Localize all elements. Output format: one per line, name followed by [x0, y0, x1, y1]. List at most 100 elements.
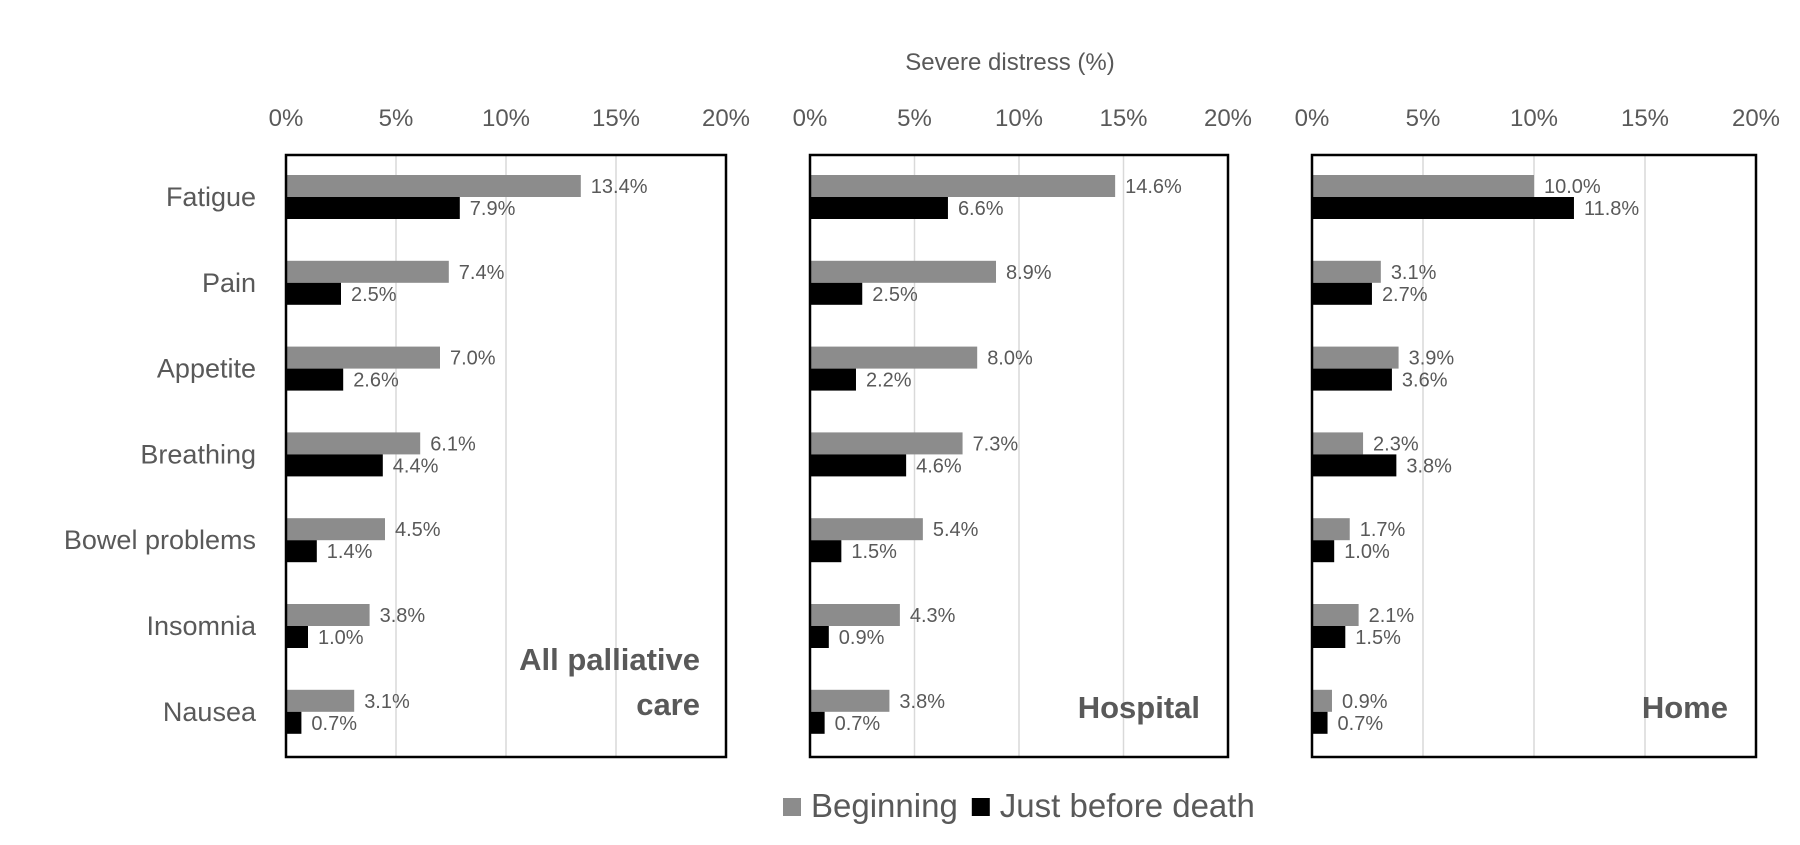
plot-frame: [808, 153, 1230, 759]
category-label: Nausea: [163, 697, 257, 727]
bar-beginning: [1312, 689, 1332, 712]
data-label: 7.0%: [450, 348, 496, 370]
data-label: 2.1%: [1369, 605, 1415, 627]
legend-label: Just before death: [1000, 787, 1255, 824]
data-label: 8.0%: [987, 348, 1033, 370]
bar-just-before-death: [810, 197, 948, 219]
plot-frame: [1310, 153, 1758, 759]
panel-1: 0% 5% 10% 15% 20% Fatigue 13.4% 7.9% Pain 7.4% 2.5…: [64, 105, 750, 759]
data-label: 0.7%: [311, 713, 357, 735]
data-label: 1.7%: [1360, 519, 1406, 541]
data-label: 4.4%: [393, 455, 439, 477]
data-label: 6.1%: [430, 433, 476, 455]
bar-beginning: [810, 604, 900, 626]
x-tick-label: 15%: [592, 105, 640, 132]
bar-just-before-death: [1312, 282, 1372, 305]
x-tick-label: 20%: [1204, 105, 1252, 132]
data-label: 1.4%: [327, 541, 373, 563]
data-label: 7.3%: [973, 433, 1019, 455]
bar-beginning: [286, 260, 449, 283]
data-label: 0.9%: [839, 627, 885, 649]
data-label: 6.6%: [958, 198, 1004, 220]
bar-just-before-death: [810, 454, 907, 477]
bar-just-before-death: [1312, 711, 1328, 734]
bar-just-before-death: [286, 368, 344, 391]
panel-label: Home: [1642, 690, 1728, 725]
data-label: 0.9%: [1342, 691, 1388, 713]
panel-2: 0% 5% 10% 15% 20% 14.6% 6.6% 8.9% 2.5% 8.0% 2.2% 7.…: [793, 105, 1252, 759]
data-label: 1.0%: [1344, 541, 1390, 563]
data-label: 3.8%: [380, 605, 426, 627]
data-label: 14.6%: [1125, 176, 1182, 198]
legend-label: Beginning: [811, 787, 958, 824]
x-tick-label: 20%: [1732, 105, 1780, 132]
data-label: 0.7%: [835, 713, 881, 735]
data-label: 8.9%: [1006, 262, 1052, 284]
bar-beginning: [810, 518, 923, 541]
data-label: 3.8%: [1406, 455, 1452, 477]
data-label: 2.5%: [872, 284, 918, 306]
data-label: 2.3%: [1373, 433, 1419, 455]
bar-just-before-death: [810, 711, 825, 734]
panel-3: 0% 5% 10% 15% 20% 10.0%11.8% 3.1%2.7% 3.9%3.6% 2…: [1295, 105, 1780, 759]
x-tick-label: 10%: [995, 105, 1043, 132]
x-tick-label: 0%: [1295, 105, 1330, 132]
category-label: Bowel problems: [64, 525, 256, 555]
legend-swatch: [783, 798, 801, 816]
legend: Beginning Just before death: [783, 787, 1255, 824]
bar-beginning: [286, 432, 421, 455]
data-label: 13.4%: [591, 176, 648, 198]
category-label: Breathing: [140, 439, 256, 469]
x-tick-label: 15%: [1621, 105, 1669, 132]
bar-just-before-death: [810, 282, 863, 305]
bar-beginning: [1312, 604, 1359, 626]
bar-beginning: [1312, 175, 1534, 197]
data-label: 3.1%: [364, 691, 410, 713]
bar-beginning: [1312, 518, 1350, 541]
data-label: 1.0%: [318, 627, 364, 649]
x-tick-label: 5%: [379, 105, 414, 132]
data-label: 2.2%: [866, 370, 912, 392]
x-tick-label: 15%: [1099, 105, 1147, 132]
bar-beginning: [1312, 432, 1364, 455]
category-label: Fatigue: [166, 182, 256, 212]
bar-beginning: [286, 346, 440, 369]
bar-just-before-death: [286, 282, 341, 305]
x-tick-label: 10%: [1510, 105, 1558, 132]
data-label: 3.9%: [1409, 348, 1455, 370]
bar-just-before-death: [286, 454, 383, 477]
category-label: Appetite: [157, 354, 256, 384]
data-label: 7.9%: [470, 198, 516, 220]
bar-beginning: [1312, 346, 1399, 369]
x-tick-label: 0%: [793, 105, 828, 132]
data-label: 2.7%: [1382, 284, 1428, 306]
data-label: 11.8%: [1584, 198, 1639, 220]
bar-just-before-death: [810, 626, 829, 648]
data-label: 1.5%: [1355, 627, 1401, 649]
bar-beginning: [286, 604, 370, 626]
x-tick-label: 10%: [482, 105, 530, 132]
bar-just-before-death: [286, 626, 308, 648]
bar-beginning: [286, 518, 385, 541]
bar-just-before-death: [810, 540, 842, 563]
bar-just-before-death: [1312, 368, 1392, 391]
data-label: 3.1%: [1391, 262, 1437, 284]
data-label: 4.5%: [395, 519, 441, 541]
category-label: Pain: [202, 268, 256, 298]
data-label: 1.5%: [851, 541, 897, 563]
bar-just-before-death: [286, 711, 302, 734]
data-label: 3.8%: [899, 691, 945, 713]
data-label: 7.4%: [459, 262, 505, 284]
bar-beginning: [286, 689, 355, 712]
category-label: Insomnia: [146, 611, 257, 641]
panel-label: care: [636, 687, 700, 722]
x-tick-label: 5%: [897, 105, 932, 132]
data-label: 4.3%: [910, 605, 956, 627]
bar-just-before-death: [1312, 626, 1346, 648]
data-label: 5.4%: [933, 519, 979, 541]
bar-beginning: [810, 346, 978, 369]
x-axis-title: Severe distress (%): [905, 49, 1114, 76]
bar-beginning: [810, 689, 890, 712]
x-tick-label: 0%: [269, 105, 304, 132]
bar-beginning: [810, 175, 1116, 197]
